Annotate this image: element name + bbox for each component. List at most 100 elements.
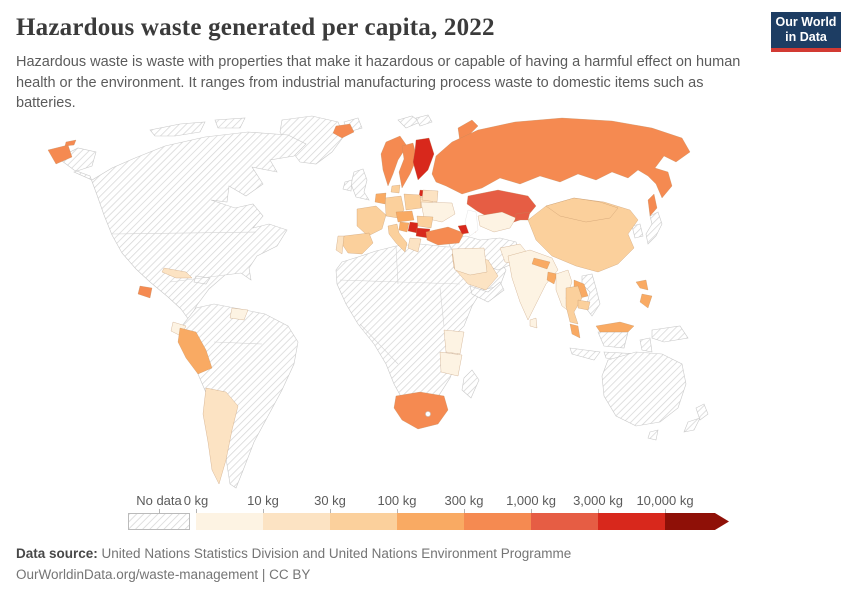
data-source-label: Data source: bbox=[16, 546, 98, 561]
choropleth-svg bbox=[47, 114, 709, 489]
world-map bbox=[0, 112, 850, 492]
footer-link[interactable]: OurWorldinData.org/waste-management bbox=[16, 566, 259, 582]
legend-bin-label: 10,000 kg bbox=[636, 493, 694, 508]
country-iceland[interactable] bbox=[332, 123, 355, 139]
region-south-america[interactable] bbox=[181, 303, 299, 489]
country-mongolia[interactable] bbox=[545, 197, 619, 223]
legend-bin-7[interactable] bbox=[665, 513, 729, 530]
country-portugal[interactable] bbox=[335, 235, 345, 255]
country-tanzania[interactable] bbox=[439, 351, 463, 377]
region-australia[interactable] bbox=[601, 351, 687, 427]
country-central-asia[interactable] bbox=[477, 211, 517, 233]
country-cuba[interactable] bbox=[161, 267, 193, 279]
country-malaysia[interactable] bbox=[569, 323, 581, 339]
legend-bin-3[interactable] bbox=[397, 513, 464, 530]
legend-bin-2[interactable] bbox=[330, 513, 397, 530]
legend-bins: 0 kg 10 kg 30 kg 100 kg 300 kg 1,000 kg 3,000 … bbox=[184, 493, 736, 535]
legend-bin-label: 0 kg bbox=[183, 493, 209, 508]
country-central-europe[interactable] bbox=[395, 210, 415, 223]
chart-subtitle: Hazardous waste is waste with properties… bbox=[16, 54, 741, 112]
region-yemen-oman[interactable] bbox=[469, 281, 505, 303]
legend-bin-label: 10 kg bbox=[247, 493, 279, 508]
legend-tick bbox=[397, 509, 398, 513]
legend-bin-4[interactable] bbox=[464, 513, 531, 530]
citation-line: OurWorldinData.org/waste-management | CC… bbox=[16, 565, 816, 586]
owid-logo-line2: in Data bbox=[785, 30, 827, 44]
country-russia-sakhalin[interactable] bbox=[647, 193, 658, 217]
country-philippines[interactable] bbox=[635, 279, 649, 291]
legend-tick bbox=[598, 509, 599, 513]
no-data-label: No data bbox=[136, 493, 182, 508]
country-romania[interactable] bbox=[416, 215, 434, 229]
legend-bin-label: 100 kg bbox=[377, 493, 417, 508]
region-united-kingdom[interactable] bbox=[350, 168, 370, 201]
legend-bin-6[interactable] bbox=[598, 513, 665, 530]
legend-bin-1[interactable] bbox=[263, 513, 330, 530]
region-ireland[interactable] bbox=[342, 179, 353, 192]
country-belarus[interactable] bbox=[421, 189, 439, 203]
region-kalimantan[interactable] bbox=[597, 331, 629, 349]
legend-bin-label: 3,000 kg bbox=[573, 493, 623, 508]
no-data-swatch[interactable] bbox=[128, 513, 190, 530]
legend-no-data[interactable]: No data bbox=[128, 493, 190, 530]
country-sweden[interactable] bbox=[398, 142, 418, 189]
footer-license: | CC BY bbox=[258, 566, 311, 582]
region-canadian-arctic[interactable] bbox=[214, 117, 246, 129]
region-new-guinea[interactable] bbox=[651, 325, 689, 343]
region-korea[interactable] bbox=[631, 223, 644, 239]
country-philippines[interactable] bbox=[639, 293, 653, 309]
country-lesotho[interactable] bbox=[425, 411, 431, 417]
caspian-sea bbox=[464, 209, 479, 237]
country-sri-lanka[interactable] bbox=[529, 317, 538, 329]
legend-tick bbox=[531, 509, 532, 513]
country-bangladesh[interactable] bbox=[546, 271, 558, 285]
legend-tick bbox=[196, 509, 197, 513]
country-argentina[interactable] bbox=[202, 387, 239, 485]
owid-logo-line1: Our World bbox=[775, 15, 837, 29]
region-japan[interactable] bbox=[645, 211, 663, 245]
legend-tick bbox=[665, 509, 666, 513]
legend-bin-5[interactable] bbox=[531, 513, 598, 530]
country-russia-chukotka[interactable] bbox=[47, 144, 73, 165]
interior-borders bbox=[111, 231, 461, 365]
country-thailand[interactable] bbox=[565, 285, 583, 325]
country-russia[interactable] bbox=[431, 117, 691, 199]
country-poland[interactable] bbox=[403, 193, 422, 211]
country-finland[interactable] bbox=[412, 137, 435, 181]
country-france[interactable] bbox=[356, 205, 387, 237]
country-cambodia[interactable] bbox=[577, 299, 591, 311]
country-guyana-suriname[interactable] bbox=[229, 307, 249, 321]
country-russia-chukotka[interactable] bbox=[64, 139, 77, 147]
legend-bin-label: 30 kg bbox=[314, 493, 346, 508]
no-data-tick bbox=[159, 509, 160, 513]
legend-tick bbox=[263, 509, 264, 513]
country-norway[interactable] bbox=[380, 135, 408, 187]
country-netherlands-belgium[interactable] bbox=[374, 192, 387, 205]
country-kenya[interactable] bbox=[443, 329, 465, 355]
country-greece[interactable] bbox=[407, 237, 422, 253]
country-italy[interactable] bbox=[387, 223, 408, 253]
country-turkey[interactable] bbox=[425, 226, 465, 246]
region-new-zealand[interactable] bbox=[695, 403, 709, 421]
country-malaysia-borneo[interactable] bbox=[595, 321, 635, 333]
map-legend: No data 0 kg 10 kg 30 kg 100 kg 300 kg 1,000 … bbox=[0, 493, 850, 535]
legend-bin-0[interactable] bbox=[196, 513, 263, 530]
region-svalbard[interactable] bbox=[415, 114, 433, 127]
data-source-text: United Nations Statistics Division and U… bbox=[101, 546, 572, 561]
region-new-zealand[interactable] bbox=[683, 417, 701, 433]
country-croatia-bosnia[interactable] bbox=[398, 221, 410, 233]
owid-logo[interactable]: Our World in Data bbox=[771, 12, 841, 52]
region-north-america[interactable] bbox=[57, 131, 307, 321]
country-south-africa[interactable] bbox=[393, 391, 449, 430]
region-indonesia[interactable] bbox=[569, 347, 601, 361]
country-guatemala[interactable] bbox=[137, 285, 153, 299]
country-nepal[interactable] bbox=[531, 257, 551, 270]
country-peru[interactable] bbox=[177, 327, 213, 375]
country-spain[interactable] bbox=[341, 232, 374, 255]
region-canadian-arctic[interactable] bbox=[149, 121, 206, 137]
region-madagascar[interactable] bbox=[461, 369, 480, 399]
country-denmark[interactable] bbox=[390, 184, 401, 194]
region-indonesia[interactable] bbox=[639, 337, 653, 353]
region-tasmania[interactable] bbox=[647, 429, 659, 441]
country-egypt[interactable] bbox=[451, 247, 488, 276]
